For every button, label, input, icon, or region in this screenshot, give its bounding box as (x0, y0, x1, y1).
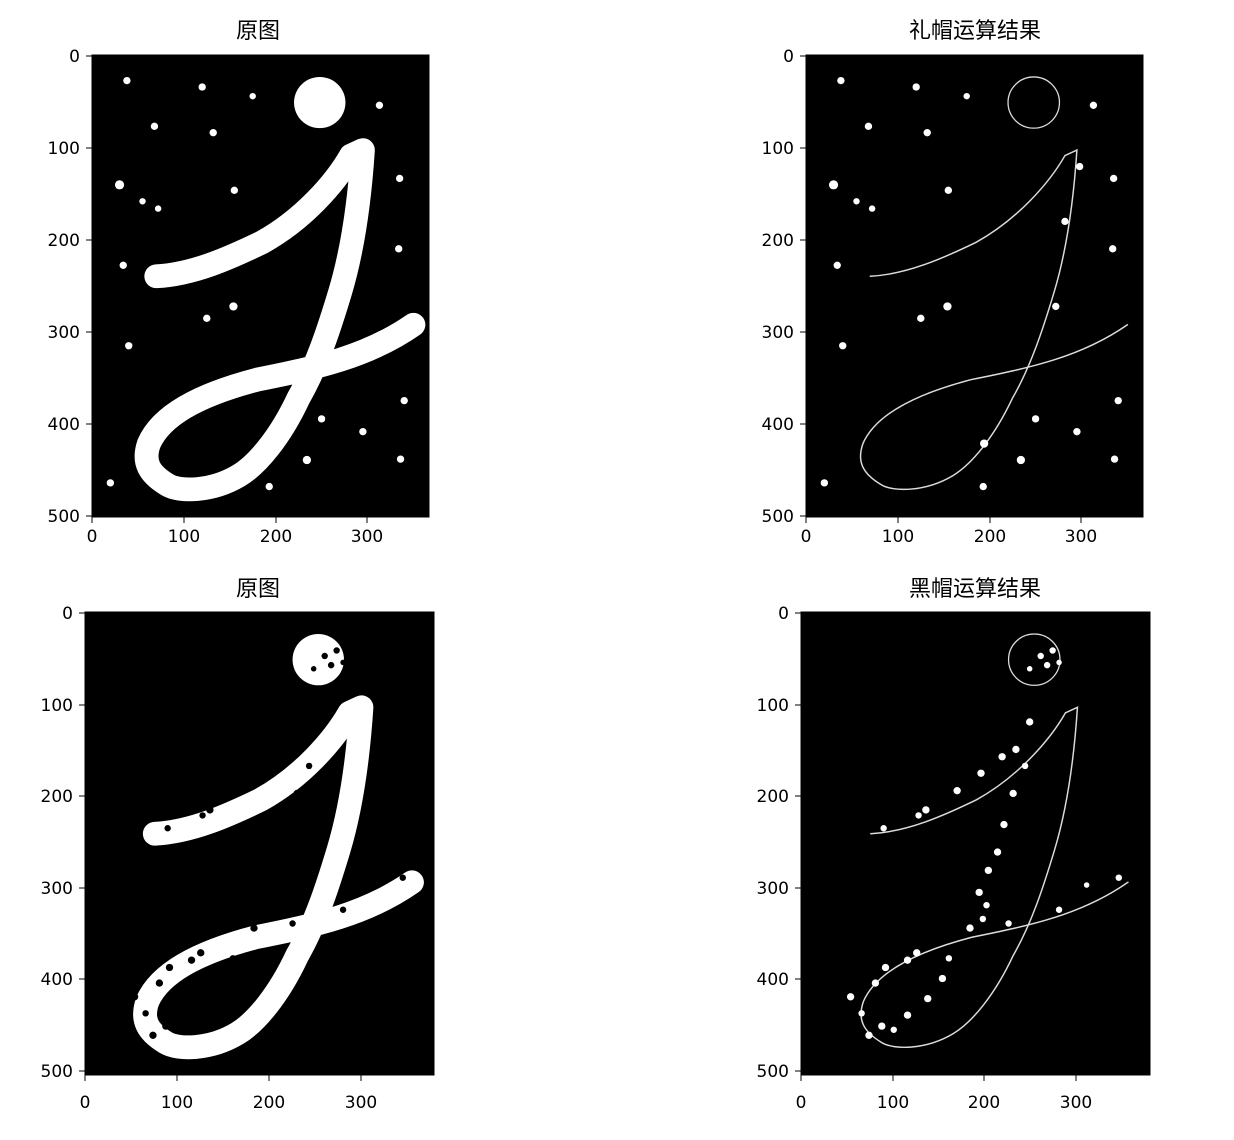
tick-label: 400 (41, 970, 73, 990)
tick-label: 100 (168, 527, 200, 547)
tick-label: 300 (1060, 1093, 1092, 1113)
panel-tophat: 礼帽运算结果 0 100 200 300 0 100 200 (762, 19, 1144, 547)
tick-label: 100 (48, 139, 80, 159)
tick-label: 0 (783, 47, 794, 67)
x-ticks: 0 100 200 300 (87, 517, 383, 547)
tick-label: 100 (161, 1093, 193, 1113)
tick-label: 200 (757, 787, 789, 807)
tick-label: 100 (877, 1093, 909, 1113)
tick-label: 0 (80, 1093, 91, 1113)
panel-title: 原图 (236, 577, 280, 602)
tick-label: 0 (801, 527, 812, 547)
tick-label: 0 (796, 1093, 807, 1113)
tick-label: 300 (48, 323, 80, 343)
tick-label: 0 (778, 604, 789, 624)
y-ticks: 0 100 200 300 400 500 (762, 47, 806, 527)
tick-label: 200 (762, 231, 794, 251)
tick-label: 400 (762, 415, 794, 435)
panel-title: 原图 (236, 19, 280, 44)
tick-label: 400 (48, 415, 80, 435)
tick-label: 0 (62, 604, 73, 624)
tick-label: 0 (69, 47, 80, 67)
x-ticks: 0 100 200 300 (80, 1075, 377, 1113)
tick-label: 200 (48, 231, 80, 251)
image-area (85, 612, 434, 1075)
tick-label: 500 (48, 507, 80, 527)
tick-label: 400 (757, 970, 789, 990)
tick-label: 300 (351, 527, 383, 547)
y-ticks: 0 100 200 300 400 500 (41, 604, 85, 1082)
tick-label: 200 (41, 787, 73, 807)
tick-label: 100 (882, 527, 914, 547)
panel-blackhat: 黑帽运算结果 0 100 200 300 0 10 (757, 577, 1151, 1113)
panel-original-bottom: 原图 0 100 200 300 0 100 (41, 577, 435, 1113)
tick-label: 500 (757, 1062, 789, 1082)
tick-label: 300 (345, 1093, 377, 1113)
x-ticks: 0 100 200 300 (796, 1075, 1092, 1113)
tick-label: 300 (41, 879, 73, 899)
image-area (92, 55, 430, 517)
tick-label: 100 (41, 696, 73, 716)
panel-original-top: 原图 0 100 200 300 0 100 200 300 (48, 19, 430, 547)
tick-label: 200 (260, 527, 292, 547)
image-area (801, 612, 1150, 1075)
tick-label: 0 (87, 527, 98, 547)
tick-label: 100 (757, 696, 789, 716)
panel-title: 礼帽运算结果 (909, 19, 1041, 44)
tick-label: 100 (762, 139, 794, 159)
tick-label: 200 (974, 527, 1006, 547)
x-ticks: 0 100 200 300 (801, 517, 1097, 547)
tick-label: 200 (253, 1093, 285, 1113)
panel-title: 黑帽运算结果 (909, 577, 1041, 602)
y-ticks: 0 100 200 300 400 500 (757, 604, 801, 1082)
image-area (806, 55, 1144, 517)
tick-label: 500 (762, 507, 794, 527)
tick-label: 300 (1065, 527, 1097, 547)
tick-label: 300 (762, 323, 794, 343)
tick-label: 500 (41, 1062, 73, 1082)
tick-label: 200 (968, 1093, 1000, 1113)
tick-label: 300 (757, 879, 789, 899)
y-ticks: 0 100 200 300 400 500 (48, 47, 92, 527)
